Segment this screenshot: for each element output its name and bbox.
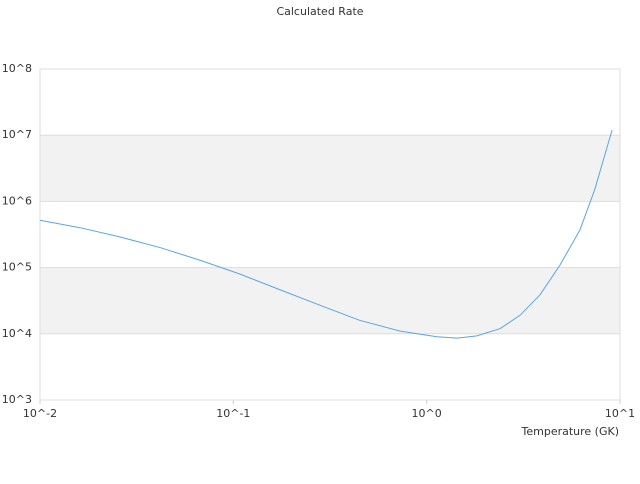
x-tick-label: 10^1 bbox=[605, 407, 635, 420]
x-tick-label: 10^-2 bbox=[23, 407, 57, 420]
y-tick-label: 10^6 bbox=[2, 194, 32, 207]
x-tick-label: 10^0 bbox=[412, 407, 442, 420]
grid-band bbox=[40, 267, 620, 334]
y-tick-label: 10^4 bbox=[2, 327, 32, 340]
y-tick-label: 10^5 bbox=[2, 261, 32, 274]
grid-band bbox=[40, 135, 620, 202]
data-line bbox=[39, 129, 613, 339]
plot-border bbox=[39, 68, 621, 401]
y-tick-label: 10^8 bbox=[2, 62, 32, 75]
y-tick-label: 10^7 bbox=[2, 128, 32, 141]
x-axis-label: Temperature (GK) bbox=[521, 425, 620, 438]
y-tick-label: 10^3 bbox=[2, 393, 32, 406]
chart-title: Calculated Rate bbox=[276, 5, 363, 18]
x-tick-label: 10^-1 bbox=[216, 407, 250, 420]
